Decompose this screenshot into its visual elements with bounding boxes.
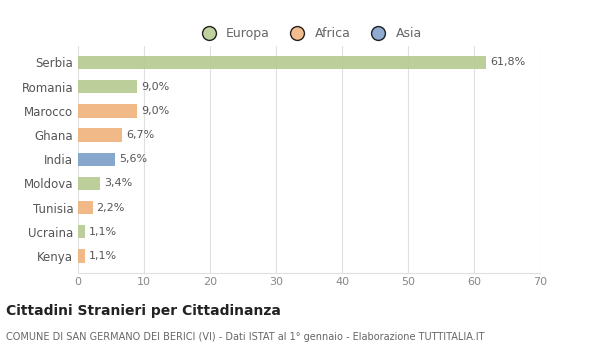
Text: 1,1%: 1,1% <box>89 251 118 261</box>
Text: 3,4%: 3,4% <box>104 178 133 188</box>
Bar <box>78 225 85 238</box>
Bar <box>78 56 486 69</box>
Text: 2,2%: 2,2% <box>97 203 125 213</box>
Bar <box>78 201 92 214</box>
Text: Cittadini Stranieri per Cittadinanza: Cittadini Stranieri per Cittadinanza <box>6 304 281 318</box>
Text: 6,7%: 6,7% <box>126 130 154 140</box>
Bar <box>78 249 85 262</box>
Bar <box>78 153 115 166</box>
Text: 1,1%: 1,1% <box>89 227 118 237</box>
Text: 9,0%: 9,0% <box>142 106 170 116</box>
Bar <box>78 128 122 142</box>
Text: 5,6%: 5,6% <box>119 154 147 164</box>
Legend: Europa, Africa, Asia: Europa, Africa, Asia <box>191 22 427 45</box>
Text: COMUNE DI SAN GERMANO DEI BERICI (VI) - Dati ISTAT al 1° gennaio - Elaborazione : COMUNE DI SAN GERMANO DEI BERICI (VI) - … <box>6 332 485 343</box>
Bar <box>78 104 137 118</box>
Text: 61,8%: 61,8% <box>490 57 525 68</box>
Bar <box>78 80 137 93</box>
Text: 9,0%: 9,0% <box>142 82 170 92</box>
Bar <box>78 177 100 190</box>
